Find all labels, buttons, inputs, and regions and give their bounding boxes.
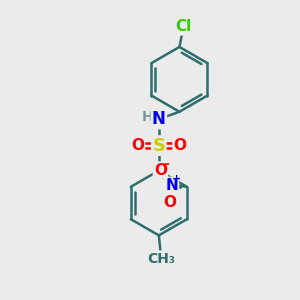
Text: N: N bbox=[165, 178, 178, 193]
Text: O: O bbox=[154, 163, 167, 178]
Text: O: O bbox=[131, 138, 144, 153]
Text: +: + bbox=[172, 174, 182, 184]
Text: O: O bbox=[164, 195, 177, 210]
Text: -: - bbox=[164, 157, 169, 170]
Text: O: O bbox=[173, 138, 187, 153]
Text: S: S bbox=[152, 136, 165, 154]
Text: CH₃: CH₃ bbox=[147, 253, 175, 266]
Text: H: H bbox=[142, 110, 154, 124]
Text: N: N bbox=[152, 110, 166, 128]
Text: Cl: Cl bbox=[176, 20, 192, 34]
